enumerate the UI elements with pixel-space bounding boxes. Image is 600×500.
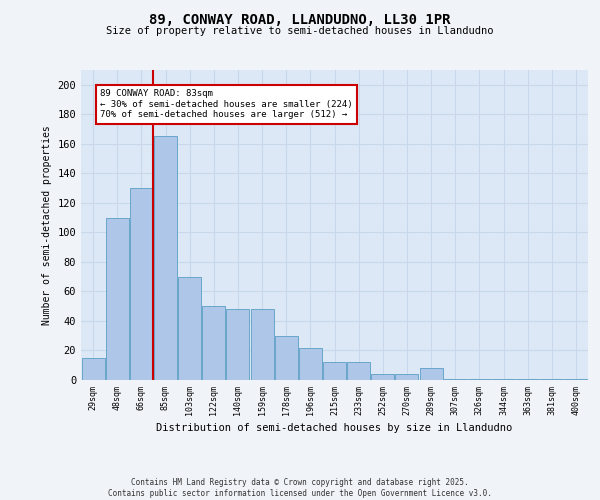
Bar — [347, 362, 370, 380]
Bar — [516, 378, 539, 380]
Y-axis label: Number of semi-detached properties: Number of semi-detached properties — [42, 125, 52, 325]
X-axis label: Distribution of semi-detached houses by size in Llandudno: Distribution of semi-detached houses by … — [157, 423, 512, 433]
Text: 89 CONWAY ROAD: 83sqm
← 30% of semi-detached houses are smaller (224)
70% of sem: 89 CONWAY ROAD: 83sqm ← 30% of semi-deta… — [100, 89, 353, 119]
Text: 89, CONWAY ROAD, LLANDUDNO, LL30 1PR: 89, CONWAY ROAD, LLANDUDNO, LL30 1PR — [149, 12, 451, 26]
Bar — [178, 276, 201, 380]
Bar — [323, 362, 346, 380]
Text: Size of property relative to semi-detached houses in Llandudno: Size of property relative to semi-detach… — [106, 26, 494, 36]
Bar — [444, 378, 467, 380]
Bar — [251, 309, 274, 380]
Bar — [299, 348, 322, 380]
Text: Contains HM Land Registry data © Crown copyright and database right 2025.
Contai: Contains HM Land Registry data © Crown c… — [108, 478, 492, 498]
Bar — [419, 368, 443, 380]
Bar — [202, 306, 225, 380]
Bar — [82, 358, 104, 380]
Bar — [226, 309, 250, 380]
Bar — [541, 378, 563, 380]
Bar — [395, 374, 418, 380]
Bar — [154, 136, 177, 380]
Bar — [371, 374, 394, 380]
Bar — [275, 336, 298, 380]
Bar — [492, 378, 515, 380]
Bar — [106, 218, 128, 380]
Bar — [468, 378, 491, 380]
Bar — [565, 378, 587, 380]
Bar — [130, 188, 153, 380]
